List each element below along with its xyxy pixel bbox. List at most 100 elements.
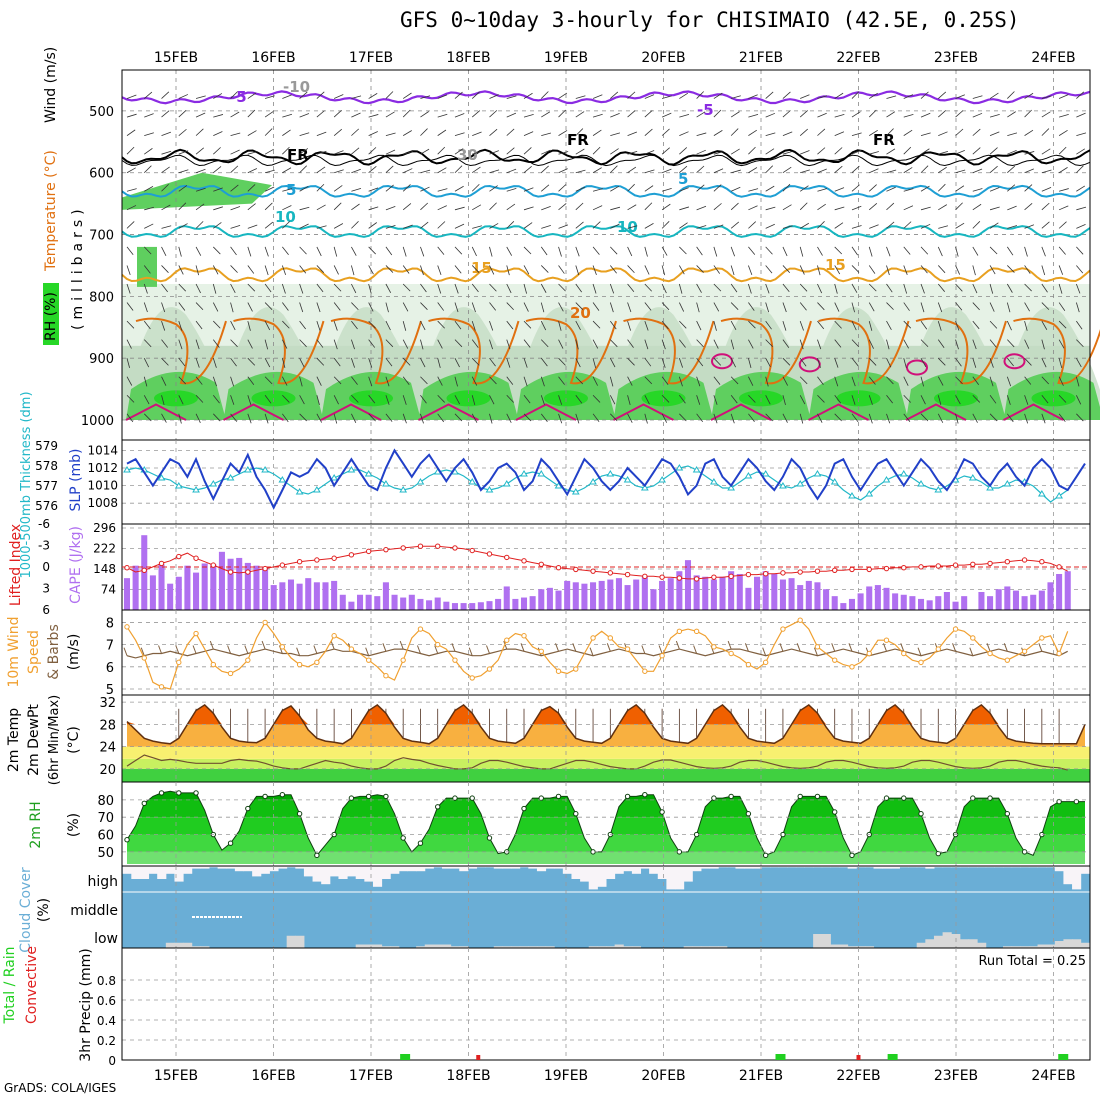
wind-barb bbox=[869, 129, 878, 136]
wind-barb bbox=[661, 221, 670, 229]
cape-bar bbox=[210, 564, 217, 610]
wind-barb bbox=[299, 413, 307, 422]
wind-barb bbox=[282, 129, 291, 136]
wind-barb bbox=[212, 358, 217, 368]
wind-barb bbox=[1041, 265, 1046, 276]
wind-barb bbox=[851, 283, 858, 293]
wind-barb bbox=[937, 395, 942, 406]
wind-barb bbox=[972, 188, 983, 192]
cape-bar bbox=[978, 591, 985, 610]
wind-barb bbox=[299, 283, 304, 294]
wind-barb bbox=[1024, 376, 1032, 385]
wind-barb bbox=[1058, 265, 1064, 275]
wind-barb bbox=[644, 302, 652, 311]
wind-barb bbox=[713, 151, 724, 155]
tick-label: 296 bbox=[93, 521, 116, 535]
wind-barb bbox=[195, 112, 206, 118]
rh-line-point bbox=[642, 791, 648, 798]
wind-barb bbox=[161, 91, 170, 99]
lifted-index-line-point bbox=[832, 567, 838, 573]
slp-frame bbox=[121, 439, 1091, 525]
wind-barb bbox=[679, 147, 688, 155]
lifted-index-line-point bbox=[279, 562, 286, 568]
cloud-low-bar bbox=[519, 946, 529, 948]
wind-barb bbox=[506, 221, 515, 229]
wind-barb bbox=[143, 339, 152, 348]
wind-barb bbox=[523, 147, 532, 155]
wind-barb bbox=[592, 283, 597, 294]
cape-bar bbox=[1012, 590, 1019, 610]
wind-barb bbox=[506, 187, 517, 192]
wind-barb bbox=[523, 114, 534, 118]
cape-bar bbox=[779, 579, 786, 610]
wind-barb bbox=[644, 246, 648, 257]
thickness-line-point bbox=[899, 470, 908, 477]
wind-barb bbox=[868, 413, 873, 424]
lifted-index-line-point bbox=[1004, 558, 1011, 565]
wind-barb bbox=[523, 302, 529, 312]
wind-barb bbox=[920, 413, 929, 422]
cloud-high-bar bbox=[1028, 866, 1039, 868]
lifted-index-line-point bbox=[780, 570, 786, 576]
rh-band bbox=[127, 851, 1085, 864]
wind-barb bbox=[282, 413, 289, 423]
wind-barb bbox=[1041, 246, 1046, 257]
wind-barb bbox=[489, 94, 499, 99]
cape-bar bbox=[961, 596, 968, 610]
wind-barb bbox=[368, 187, 379, 192]
wind-barb bbox=[661, 147, 670, 155]
cloud-high-bar bbox=[666, 866, 676, 890]
wind-barb bbox=[368, 376, 373, 387]
wind-barb bbox=[1007, 205, 1017, 211]
temp-ylabel-4: (°C) bbox=[66, 726, 82, 754]
wind-barb bbox=[1076, 395, 1082, 405]
wind-barb bbox=[1058, 146, 1067, 155]
cloud-low-bar bbox=[1054, 941, 1064, 948]
wind-barb bbox=[1058, 413, 1066, 422]
wind-barb bbox=[351, 246, 357, 256]
cloud-low-bar bbox=[1046, 944, 1056, 948]
wind-ylabel-3: & Barbs bbox=[46, 624, 62, 680]
wind-barb bbox=[316, 320, 321, 331]
wind-barb bbox=[126, 113, 137, 118]
wind-barb bbox=[868, 265, 876, 274]
cape-bar bbox=[935, 596, 942, 610]
wind-barb bbox=[713, 357, 722, 366]
contour-label: 5 bbox=[286, 181, 296, 199]
wind-barb bbox=[540, 376, 545, 387]
wind-barb bbox=[247, 246, 252, 257]
cape-bar bbox=[262, 567, 269, 610]
wind-barb bbox=[834, 222, 844, 229]
precip-rain-bar bbox=[400, 1054, 411, 1060]
wind-barb bbox=[402, 265, 410, 274]
wind-barb bbox=[765, 185, 775, 192]
contour-label: 10 bbox=[617, 218, 638, 236]
cape-bar bbox=[615, 578, 622, 610]
wind-barb bbox=[834, 339, 842, 348]
wind-barb bbox=[213, 222, 222, 229]
cape-bar bbox=[132, 565, 139, 610]
thickness-line-point bbox=[882, 476, 891, 483]
wind-barb bbox=[989, 265, 996, 275]
wind-barb bbox=[558, 320, 562, 331]
wind-barb bbox=[765, 339, 773, 348]
wind-barb bbox=[644, 150, 655, 155]
wind-barb bbox=[472, 225, 482, 229]
wind-barb bbox=[696, 339, 704, 348]
wind-barb bbox=[437, 376, 443, 386]
wind-speed-line-point bbox=[590, 635, 596, 641]
ylabel-text: (m/s) bbox=[66, 634, 82, 671]
wind-barb bbox=[299, 223, 309, 229]
date-label-bottom: 22FEB bbox=[836, 1068, 880, 1084]
wind-barb bbox=[644, 110, 653, 118]
rh-line-point bbox=[762, 852, 769, 859]
rh-band bbox=[127, 799, 1085, 818]
wind-barb bbox=[523, 283, 527, 294]
wind-barb bbox=[282, 113, 293, 118]
cape-bar bbox=[287, 579, 295, 610]
wind-barb bbox=[955, 302, 963, 311]
cape-bar bbox=[917, 598, 925, 610]
wind-barb bbox=[920, 112, 931, 118]
contour-label: 10 bbox=[275, 208, 296, 226]
wind-barb bbox=[748, 320, 756, 329]
